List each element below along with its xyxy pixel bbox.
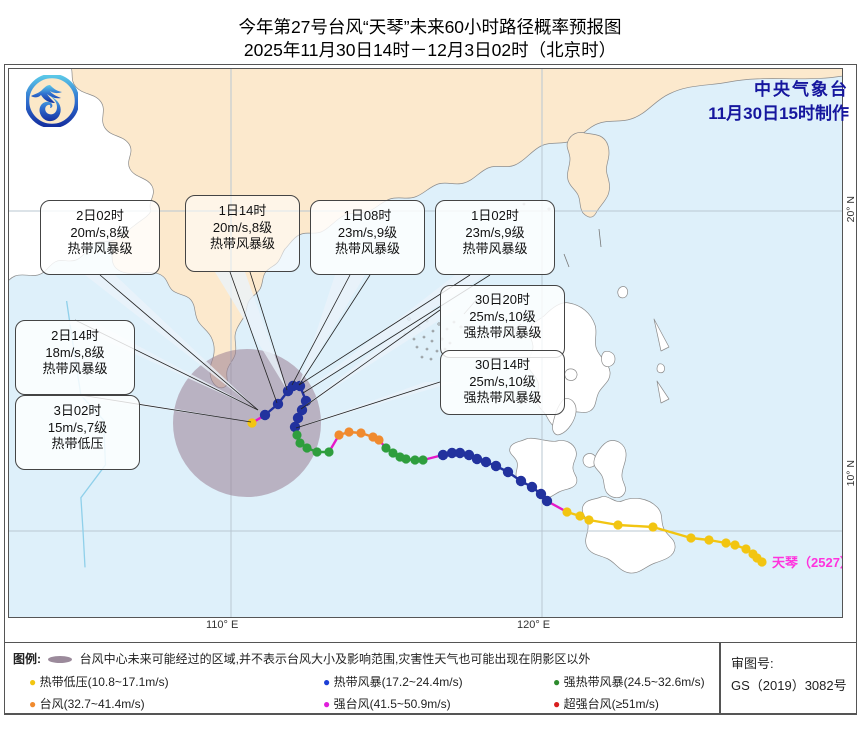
svg-text:天琴（2527）: 天琴（2527） — [772, 555, 843, 570]
